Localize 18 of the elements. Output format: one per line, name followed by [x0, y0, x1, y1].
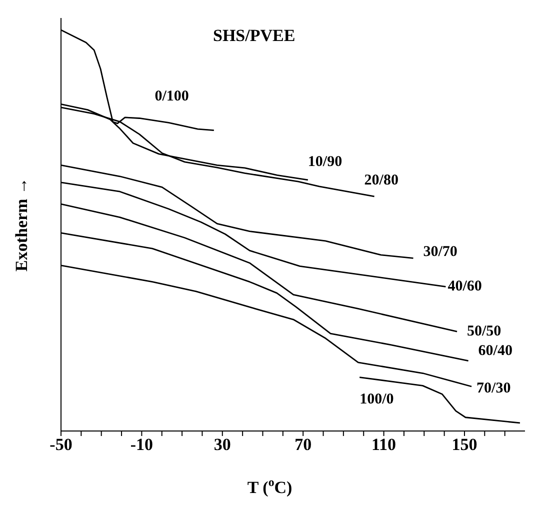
x-axis-title: T ($^{o}$C): [247, 475, 292, 497]
chart-title: SHS/PVEE: [213, 26, 296, 46]
x-tick-label: 110: [372, 435, 396, 454]
series-label: 10/90: [308, 154, 342, 170]
x-tick-label: 30: [214, 435, 231, 454]
series-label: 30/70: [423, 244, 458, 260]
x-tick-label: 70: [294, 435, 312, 454]
series-label: 70/30: [476, 380, 511, 396]
series-label: 50/50: [467, 324, 502, 340]
series-label: 100/0: [360, 391, 394, 408]
x-tick-label: 150: [452, 435, 478, 454]
y-axis-title: Exotherm →: [12, 178, 32, 272]
series-label: 60/40: [478, 342, 512, 359]
series-label: 40/60: [448, 278, 482, 295]
series-label: 20/80: [364, 172, 398, 188]
x-tick-label: -50: [50, 435, 72, 454]
series-label: 0/100: [154, 88, 189, 104]
x-tick-label: -10: [130, 435, 154, 454]
